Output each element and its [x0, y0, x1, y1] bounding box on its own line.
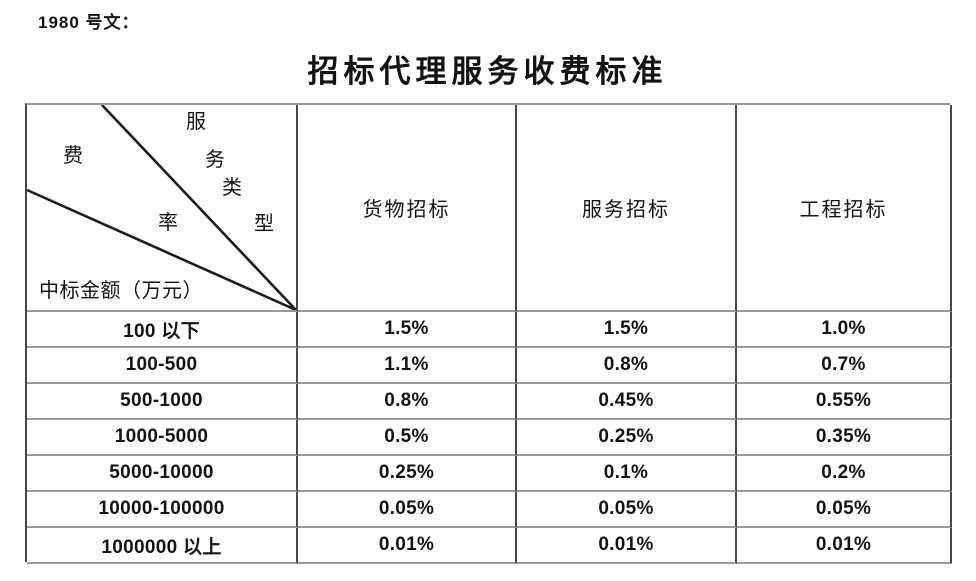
rate-value-cell: 0.35%	[737, 420, 952, 456]
corner-service-type-char-4: 型	[254, 213, 274, 235]
rate-value-cell: 0.25%	[517, 420, 737, 456]
row-amount-range: 500-1000	[27, 384, 298, 420]
diagonal-line-upper	[101, 105, 296, 310]
fee-table: 服 务 类 型 费 率 中标金额（万元） 货物招标 服务招标 工程招标 100 …	[25, 103, 952, 564]
rate-value-cell: 1.5%	[298, 312, 517, 348]
rate-value-cell: 0.2%	[737, 456, 952, 492]
rate-value-cell: 0.55%	[737, 384, 952, 420]
row-amount-range: 1000-5000	[27, 420, 298, 456]
rate-value-cell: 1.1%	[298, 348, 517, 384]
rate-value-cell: 0.01%	[517, 528, 737, 564]
rate-value-cell: 0.25%	[298, 456, 517, 492]
corner-service-type-char-3: 类	[222, 177, 242, 199]
row-amount-range: 5000-10000	[27, 456, 298, 492]
column-header-works-bidding: 工程招标	[737, 105, 952, 312]
rate-value-cell: 0.8%	[517, 348, 737, 384]
diagonal-divider-lines	[27, 105, 296, 310]
rate-value-cell: 0.5%	[298, 420, 517, 456]
rate-value-cell: 0.7%	[737, 348, 952, 384]
rate-value-cell: 0.1%	[517, 456, 737, 492]
rate-value-cell: 0.05%	[298, 492, 517, 528]
row-amount-range: 100 以下	[27, 312, 298, 348]
page-title: 招标代理服务收费标准	[307, 54, 668, 89]
corner-amount-axis-label: 中标金额（万元）	[39, 280, 203, 302]
corner-rate-char-1: 费	[63, 145, 83, 167]
rate-value-cell: 0.8%	[298, 384, 517, 420]
rate-value-cell: 1.0%	[737, 312, 952, 348]
rate-value-cell: 0.05%	[737, 492, 952, 528]
rate-value-cell: 0.01%	[737, 528, 952, 564]
corner-service-type-char-2: 务	[205, 149, 225, 171]
rate-value-cell: 1.5%	[517, 312, 737, 348]
table-corner-cell: 服 务 类 型 费 率 中标金额（万元）	[27, 105, 298, 312]
column-header-goods-bidding: 货物招标	[298, 105, 517, 312]
row-amount-range: 10000-100000	[27, 492, 298, 528]
column-header-service-bidding: 服务招标	[517, 105, 737, 312]
row-amount-range: 100-500	[27, 348, 298, 384]
rate-value-cell: 0.05%	[517, 492, 737, 528]
corner-rate-char-2: 率	[158, 212, 178, 234]
rate-value-cell: 0.45%	[517, 384, 737, 420]
row-amount-range: 1000000 以上	[27, 528, 298, 564]
doc-ref-number: 1980 号文：	[38, 13, 140, 32]
diagonal-line-lower	[27, 188, 296, 310]
rate-value-cell: 0.01%	[298, 528, 517, 564]
corner-service-type-char-1: 服	[186, 111, 206, 133]
